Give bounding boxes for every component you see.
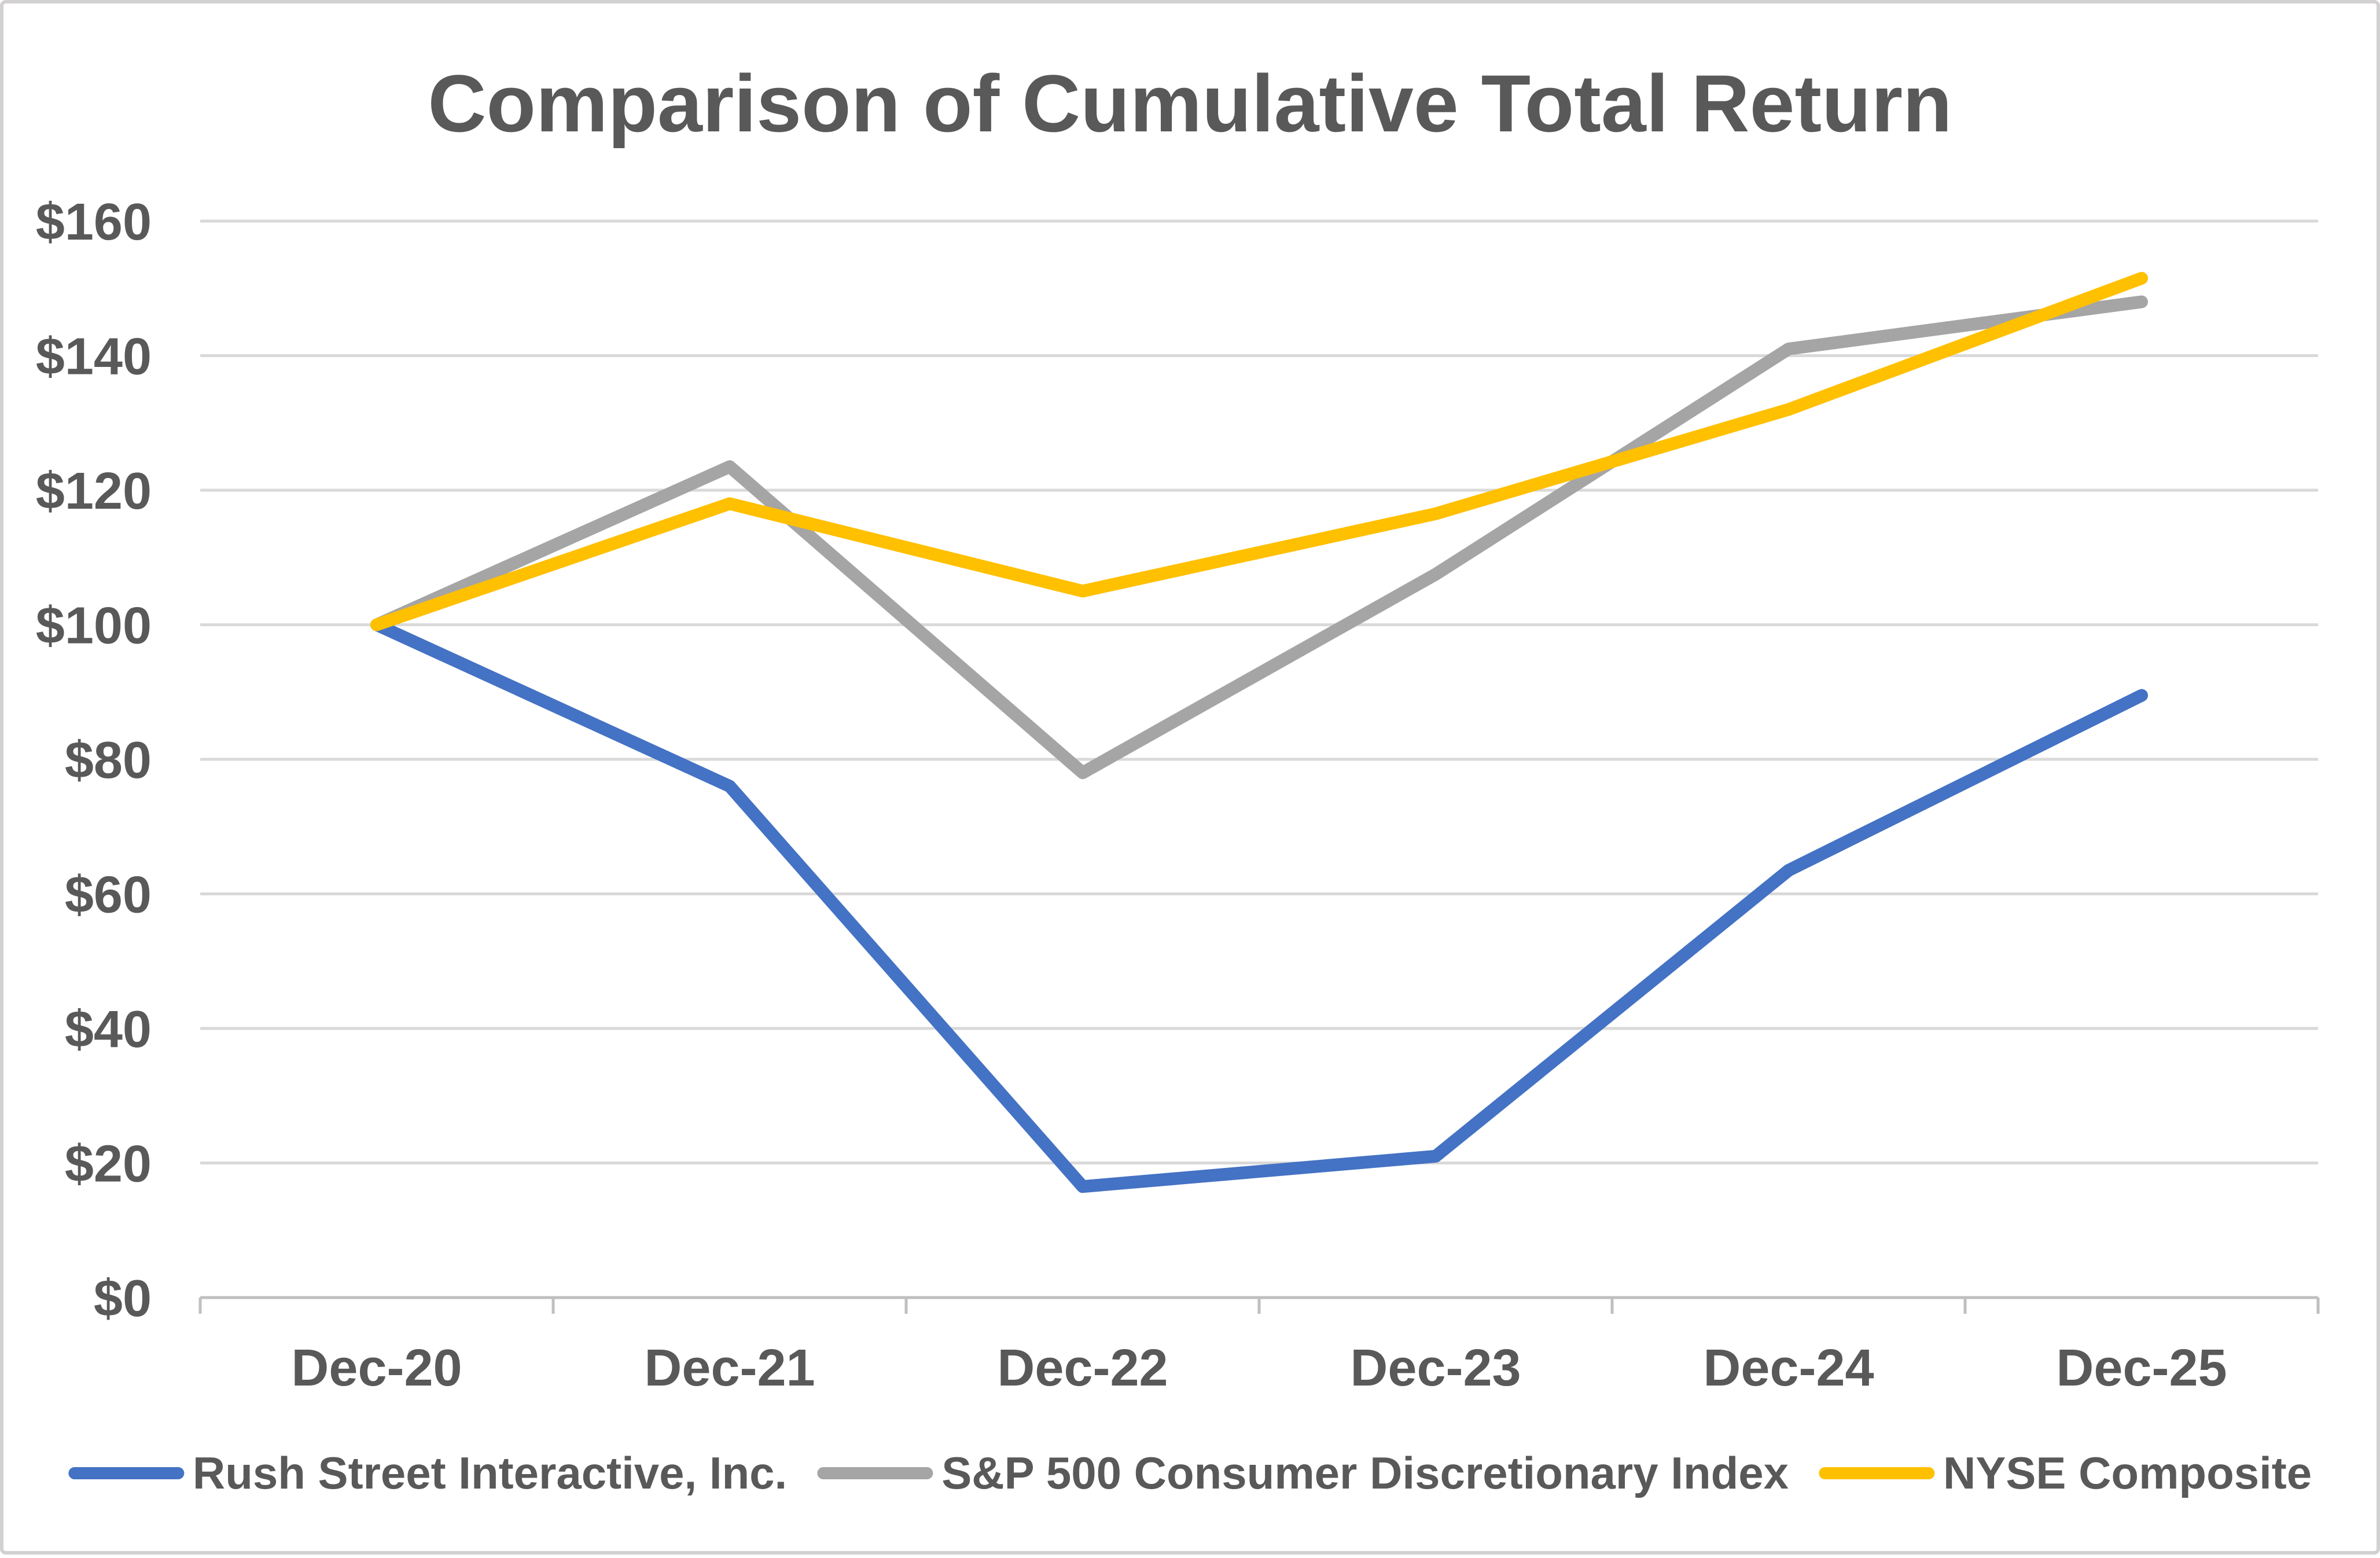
y-axis-tick-label: $100 bbox=[36, 597, 152, 655]
x-axis-tick-label: Dec-25 bbox=[2056, 1339, 2227, 1397]
y-axis-tick-label: $40 bbox=[65, 1001, 152, 1059]
legend: Rush Street Interactive, Inc. S&P 500 Co… bbox=[68, 1447, 2312, 1500]
legend-label-rush-street: Rush Street Interactive, Inc. bbox=[192, 1447, 788, 1498]
plot-area: $0 $20 $40 $60 $80 $100 $120 $140 $160 Dec-20 Dec-… bbox=[36, 193, 2320, 1397]
series-line-sp500-consumer-discretionary bbox=[370, 295, 2148, 780]
series-line-rush-street bbox=[370, 618, 2148, 1193]
y-axis-tick-label: $60 bbox=[65, 866, 152, 924]
x-axis-tick-label: Dec-21 bbox=[644, 1339, 815, 1397]
legend-swatch-sp500-consumer-discretionary bbox=[817, 1467, 933, 1479]
series-line-nyse-composite bbox=[370, 271, 2148, 631]
legend-swatch-nyse-composite bbox=[1819, 1467, 1935, 1479]
chart-title: Comparison of Cumulative Total Return bbox=[428, 58, 1952, 149]
x-axis-tick-label: Dec-23 bbox=[1350, 1339, 1521, 1397]
y-axis-tick-label: $120 bbox=[36, 462, 152, 520]
y-axis-tick-label: $140 bbox=[36, 328, 152, 386]
legend-label-nyse-composite: NYSE Composite bbox=[1943, 1447, 2312, 1498]
x-axis-tick-label: Dec-22 bbox=[997, 1339, 1168, 1397]
x-axis-tick-label: Dec-24 bbox=[1703, 1339, 1874, 1397]
legend-label-sp500-consumer-discretionary: S&P 500 Consumer Discretionary Index bbox=[941, 1447, 1789, 1498]
y-axis-tick-label: $160 bbox=[36, 193, 152, 251]
legend-swatch-rush-street bbox=[68, 1467, 184, 1479]
y-axis-tick-label: $0 bbox=[94, 1270, 152, 1328]
legend-item-sp500-consumer-discretionary: S&P 500 Consumer Discretionary Index bbox=[817, 1447, 1789, 1500]
legend-item-rush-street: Rush Street Interactive, Inc. bbox=[68, 1447, 787, 1500]
legend-item-nyse-composite: NYSE Composite bbox=[1819, 1447, 2312, 1500]
y-axis-tick-label: $20 bbox=[65, 1136, 152, 1193]
y-axis-tick-label: $80 bbox=[65, 732, 152, 789]
x-axis-tick-label: Dec-20 bbox=[291, 1339, 462, 1397]
